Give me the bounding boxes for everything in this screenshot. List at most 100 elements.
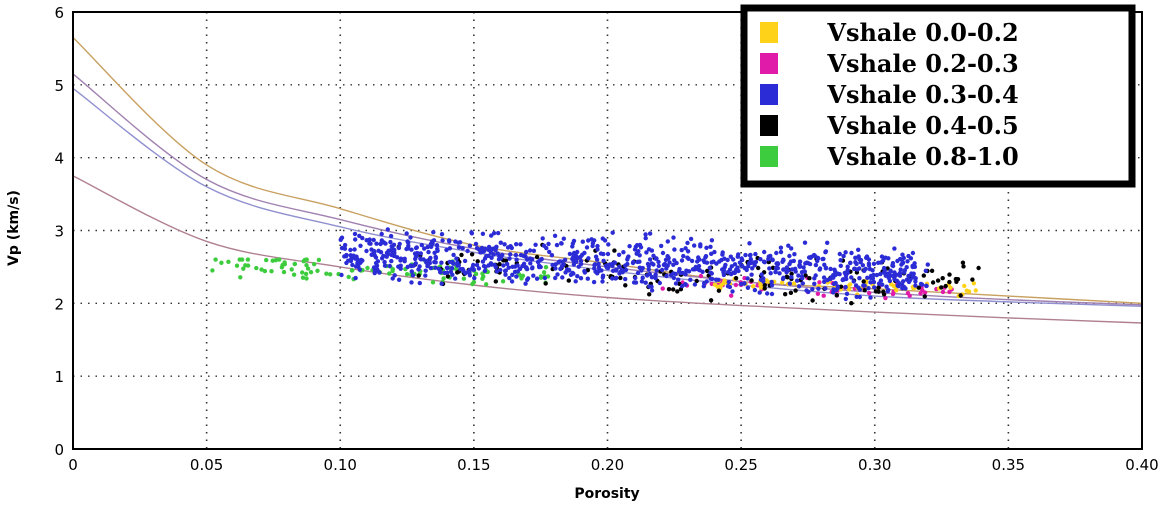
data-point [653,275,658,281]
data-point [480,231,486,236]
data-point [528,261,533,266]
data-point [467,273,473,278]
data-point [784,270,789,275]
data-point [534,254,540,260]
data-point [494,244,499,249]
data-point [801,265,806,270]
x-tick-label: 0.30 [858,456,891,474]
data-point [543,265,549,270]
data-point [767,266,772,271]
data-point [568,272,574,277]
data-point [445,265,450,271]
data-point [705,268,710,274]
data-point [960,260,966,265]
data-point [514,274,519,279]
data-point [659,267,665,273]
data-point [774,250,779,256]
data-point [446,238,452,243]
data-point [844,276,849,282]
data-point [566,278,571,283]
data-point [355,257,360,262]
data-point [897,273,903,278]
data-point [660,250,666,256]
data-point [398,266,403,271]
data-point [531,273,536,278]
data-point [899,262,904,267]
data-point [890,263,896,269]
data-point [693,264,698,270]
data-point [692,282,698,287]
data-point [962,283,967,289]
data-point [382,259,387,265]
data-point [878,278,884,283]
data-point [342,242,348,248]
data-points [210,227,981,306]
data-point [509,279,515,284]
data-point [264,257,269,263]
data-point [879,254,885,259]
data-point [647,257,653,262]
data-point [456,245,462,250]
data-point [910,250,916,256]
data-point [896,282,901,288]
data-point [815,291,821,296]
data-point [676,277,681,282]
data-point [793,288,798,293]
data-point [219,260,224,265]
data-point [491,231,497,236]
data-point [775,261,780,266]
data-point [324,271,329,276]
data-point [440,238,445,243]
data-point [279,265,285,270]
data-point [784,274,789,279]
data-point [585,276,590,281]
data-point [717,259,722,264]
data-point [802,240,808,245]
data-point [821,275,827,280]
data-point [505,261,510,267]
data-point [404,231,409,236]
data-point [841,253,846,259]
data-point [467,243,473,248]
data-point [631,259,636,265]
data-point [736,252,741,257]
data-point [812,281,817,286]
legend-label: Vshale 0.2-0.3 [826,49,1018,78]
data-point [473,241,479,247]
data-point [503,268,508,273]
data-point [316,257,322,263]
data-point [304,257,309,262]
data-point [864,255,869,260]
data-point [402,259,407,264]
data-point [728,271,734,277]
data-point [671,235,676,240]
data-point [508,252,513,257]
data-point [807,276,812,281]
data-point [621,250,626,255]
data-point [778,245,784,250]
data-point [495,251,500,256]
data-point [696,263,702,269]
data-point [885,289,890,294]
data-point [431,230,436,235]
data-point [496,257,502,262]
data-point [849,250,854,256]
data-point [739,263,745,268]
data-point [586,238,591,243]
data-point [531,248,537,253]
data-point [483,264,488,270]
data-point [494,269,500,274]
data-point [348,247,353,253]
data-point [796,273,801,278]
data-point [538,264,543,270]
data-point [856,285,861,290]
data-point [653,256,659,261]
data-point [379,256,385,261]
data-point [566,267,572,273]
data-point [725,257,730,263]
data-point [714,277,719,282]
data-point [871,261,877,266]
data-point [486,253,491,258]
data-point [493,279,498,284]
data-point [404,272,410,277]
